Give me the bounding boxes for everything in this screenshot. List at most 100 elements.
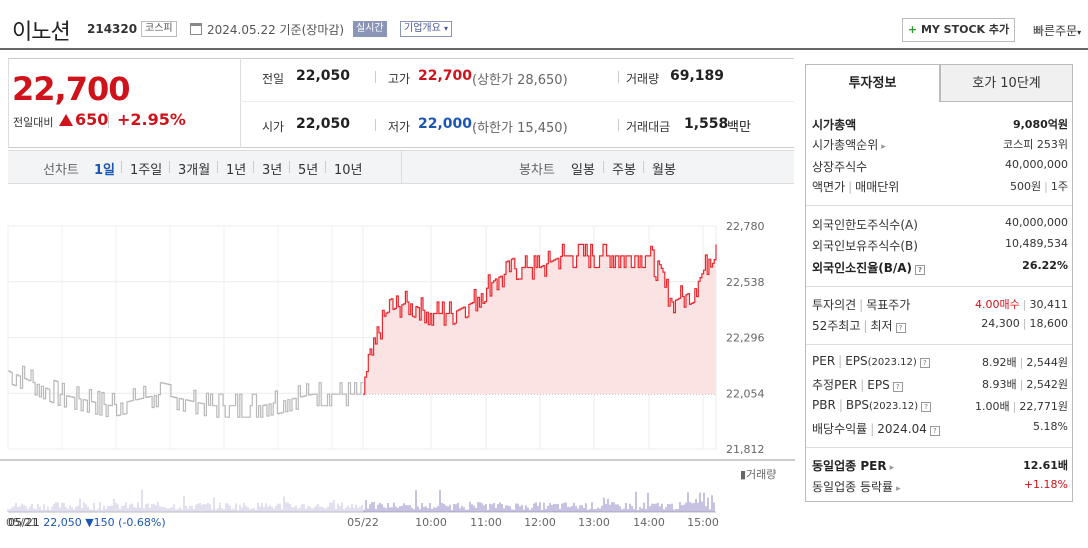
industry-per-row: 동일업종 PER ▸ 12.61배 xyxy=(812,457,1068,477)
w52-row: 52주최고 | 최저? 24,300 | 18,600 xyxy=(812,317,1068,337)
divider: | xyxy=(870,422,875,436)
price-change: 650 xyxy=(59,110,108,129)
market-cap-row: 시가총액 9,080억원 xyxy=(812,116,1068,136)
x-tick-label: 15:00 xyxy=(687,516,719,529)
divider xyxy=(375,71,376,83)
tab-investment-info[interactable]: 투자정보 xyxy=(805,64,940,102)
amount-label: 거래대금 xyxy=(626,120,671,134)
divider: | xyxy=(1012,400,1017,413)
divider xyxy=(806,286,1072,287)
est-per-row: 추정PER | EPS? 8.93배 | 2,542원 xyxy=(812,376,1068,396)
amount-unit: 백만 xyxy=(727,120,751,135)
market-cap-value: 9,080억원 xyxy=(1012,118,1068,131)
chevron-right-icon: ▸ xyxy=(881,142,886,152)
divider xyxy=(253,161,254,173)
shares-row: 상장주식수 40,000,000 xyxy=(812,158,1068,178)
eps-label: EPS xyxy=(845,354,868,368)
help-icon[interactable]: ? xyxy=(892,382,903,392)
series-prev-day-line xyxy=(8,365,363,418)
x-tick-label: 14:00 xyxy=(633,516,665,529)
tab-10y[interactable]: 10년 xyxy=(334,163,363,178)
divider: | xyxy=(860,378,865,392)
help-icon[interactable]: ? xyxy=(919,358,930,368)
bps-label: BPS xyxy=(845,398,869,412)
quick-order-dropdown[interactable]: 빠른주문▾ xyxy=(1033,22,1081,39)
high-label: 고가 xyxy=(388,72,411,86)
dividend-value: 5.18% xyxy=(1033,420,1068,433)
divider: | xyxy=(1019,356,1024,369)
industry-change-link[interactable]: 동일업종 등락률 ▸ xyxy=(812,478,901,495)
price-change-percent: +2.95% xyxy=(117,110,186,129)
foreign-own-label: 외국인보유주식수(B) xyxy=(812,239,918,253)
dividend-row: 배당수익률 | 2024.04? 5.18% xyxy=(812,420,1068,440)
est-per-label: 추정PER xyxy=(812,378,858,392)
market-cap-rank-row: 시가총액순위 ▸ 코스피 253위 xyxy=(812,136,1068,156)
help-icon[interactable]: ? xyxy=(921,402,932,412)
hover-date: 05/21 xyxy=(8,516,40,529)
est-per-value: 8.93배 xyxy=(982,378,1017,391)
industry-change-label: 동일업종 등락률 xyxy=(812,480,894,494)
w52-high-label: 52주최고 xyxy=(812,319,861,333)
company-info-dropdown[interactable]: 기업개요 ▾ xyxy=(400,21,453,37)
dividend-label: 배당수익률 xyxy=(812,422,868,436)
eps-value: 2,544원 xyxy=(1026,356,1068,369)
change-label: 전일대비 xyxy=(13,116,54,129)
stock-code: 214320 xyxy=(87,22,138,36)
per-value: 8.92배 xyxy=(982,356,1017,369)
tab-monthly-candle[interactable]: 월봉 xyxy=(652,163,676,178)
market-cap-rank-link[interactable]: 시가총액순위 ▸ xyxy=(812,136,886,153)
tab-1y[interactable]: 1년 xyxy=(226,163,247,178)
unit-value: 1주 xyxy=(1050,180,1068,193)
y-tick-label: 21,812 xyxy=(726,443,765,456)
realtime-button[interactable]: 실시간 xyxy=(353,21,387,37)
tab-1w[interactable]: 1주일 xyxy=(130,163,163,178)
shares-value: 40,000,000 xyxy=(1005,158,1068,171)
foreign-limit-row: 외국인한도주식수(A) 40,000,000 xyxy=(812,216,1068,236)
industry-per-link[interactable]: 동일업종 PER ▸ xyxy=(812,457,894,474)
help-icon[interactable]: ? xyxy=(915,265,926,275)
divider xyxy=(805,501,1073,502)
tab-daily-candle[interactable]: 일봉 xyxy=(571,163,595,178)
divider: | xyxy=(1022,298,1027,311)
tab-1d[interactable]: 1일 xyxy=(94,163,116,178)
plus-icon: + xyxy=(907,23,918,36)
par-label: 액면가 xyxy=(812,180,846,194)
price-change-value: 650 xyxy=(75,110,109,129)
est-eps-value: 2,542원 xyxy=(1026,378,1068,391)
w52-low-value: 18,600 xyxy=(1029,317,1069,330)
high-value: 22,700 xyxy=(418,68,473,84)
help-icon[interactable]: ? xyxy=(929,426,940,436)
opinion-value: 4.00매수 xyxy=(975,298,1020,311)
w52-low-label: 최저 xyxy=(870,319,893,333)
divider xyxy=(806,447,1072,448)
line-chart-label: 선차트 xyxy=(43,163,79,178)
tab-3m[interactable]: 3개월 xyxy=(178,163,211,178)
bps-value: 22,771원 xyxy=(1019,400,1068,413)
quote-date: 2024.05.22 기준(장마감) xyxy=(207,23,345,37)
tab-weekly-candle[interactable]: 주봉 xyxy=(612,163,636,178)
chevron-down-icon: ▾ xyxy=(444,24,449,33)
par-unit-row: 액면가 | 매매단위 500원 | 1주 xyxy=(812,178,1068,198)
market-cap-label: 시가총액 xyxy=(812,118,857,132)
dividend-year: 2024.04 xyxy=(877,422,927,436)
x-tick-label: 13:00 xyxy=(578,516,610,529)
divider: | xyxy=(838,398,843,412)
divider xyxy=(325,161,326,173)
market-cap-rank-value: 코스피 253위 xyxy=(1003,138,1068,151)
shares-label: 상장주식수 xyxy=(812,160,868,174)
x-tick-label: 05/22 xyxy=(347,516,379,529)
stock-header xyxy=(0,0,1088,50)
tab-5y[interactable]: 5년 xyxy=(298,163,319,178)
prev-close-value: 22,050 xyxy=(296,68,351,84)
y-tick-label: 22,296 xyxy=(726,332,765,345)
divider: | xyxy=(848,180,853,194)
target-label: 목표주가 xyxy=(866,298,911,312)
x-tick-label: 05/21 xyxy=(6,516,38,529)
tab-3y[interactable]: 3년 xyxy=(262,163,283,178)
help-icon[interactable]: ? xyxy=(895,323,906,333)
my-stock-add-button[interactable]: + MY STOCK 추가 xyxy=(902,18,1015,42)
tab-orderbook[interactable]: 호가 10단계 xyxy=(940,64,1073,102)
pbr-bps-row: PBR | BPS(2023.12)? 1.00배 | 22,771원 xyxy=(812,398,1068,418)
open-label: 시가 xyxy=(262,120,285,134)
